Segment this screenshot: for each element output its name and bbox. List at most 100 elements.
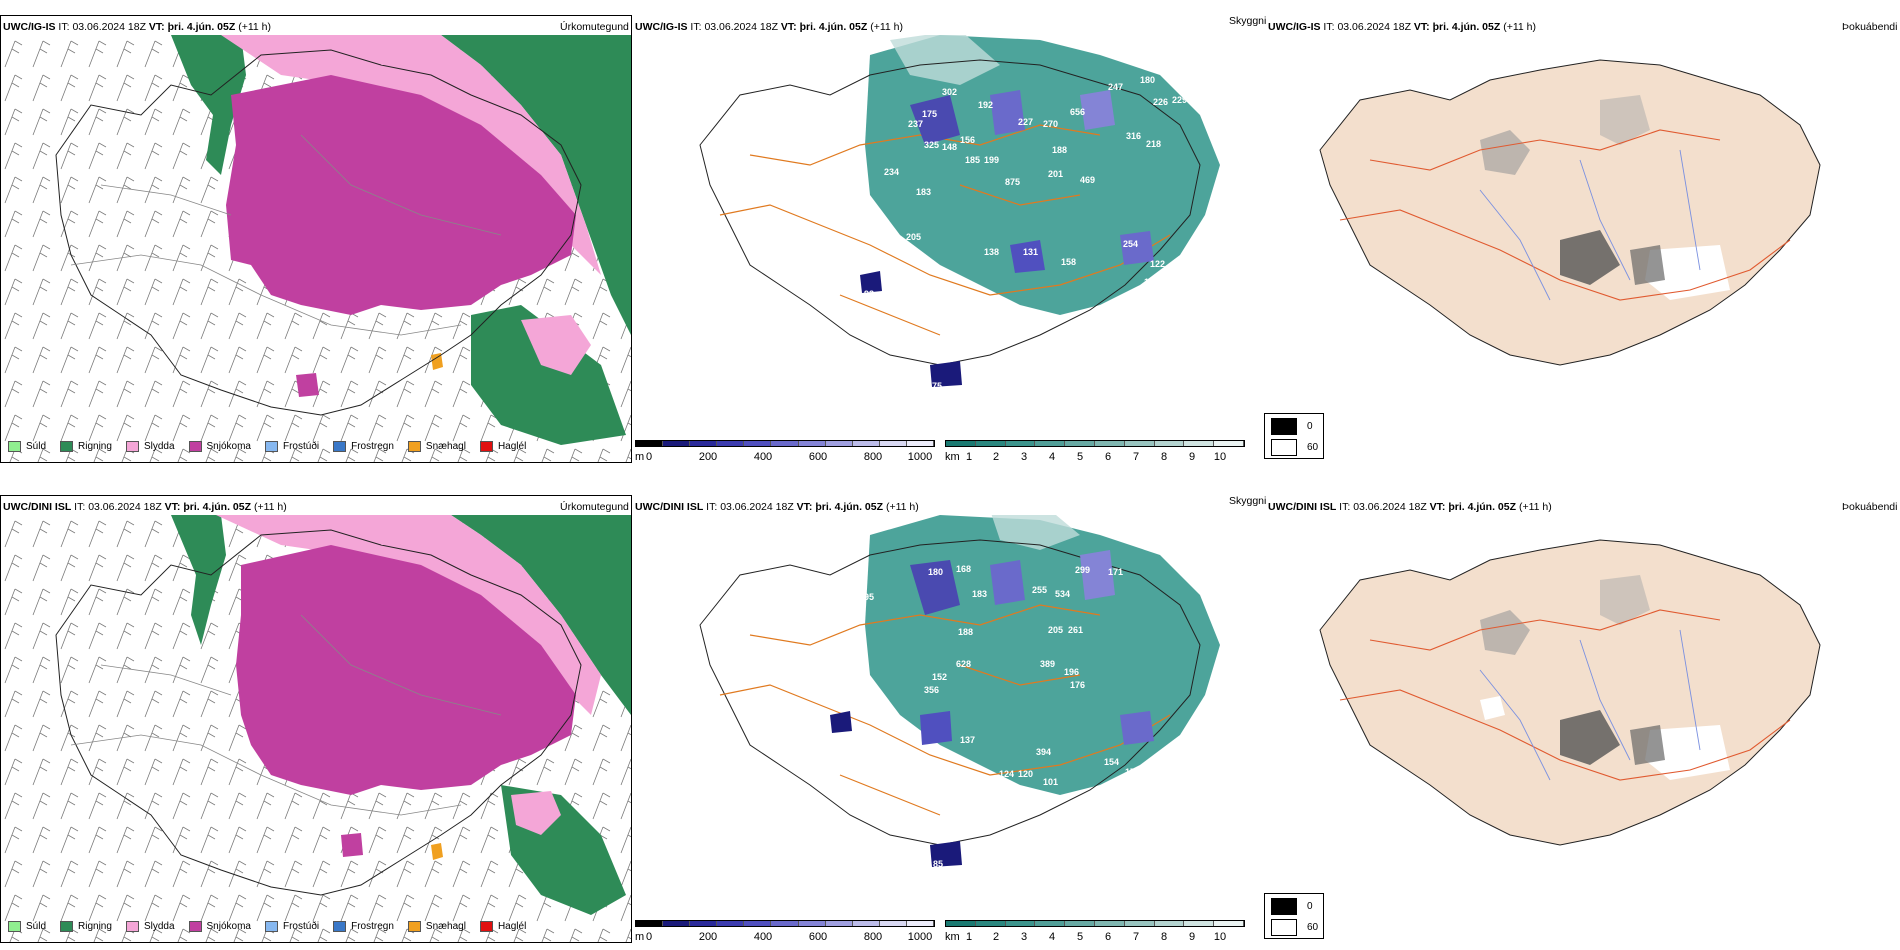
land-area	[1319, 539, 1821, 846]
vis-header: UWC/DINI ISL IT: 03.06.2024 18Z VT: þri.…	[635, 501, 919, 513]
valid-label: VT:	[780, 21, 797, 33]
vis-tick: 9	[1188, 931, 1196, 943]
legend-swatch-sleet	[125, 921, 139, 932]
roads	[719, 124, 1171, 336]
low-vis-haze	[991, 515, 1080, 550]
fog-legend-label: 0	[1307, 421, 1313, 432]
high-terrain-spots	[860, 90, 1154, 387]
height-label: 205	[1048, 625, 1063, 635]
precip-type-map	[1, 35, 631, 462]
roads	[1339, 609, 1791, 781]
legend-label: Frostúði	[282, 921, 320, 932]
init-time: 03.06.2024 18Z	[704, 21, 778, 33]
height-label: 656	[1070, 107, 1085, 117]
legend-swatch-snow	[188, 441, 202, 452]
vis-tick: 3	[1020, 451, 1028, 463]
height-label: 124	[999, 769, 1014, 779]
sleet-area	[216, 515, 601, 715]
legend-label: Súld	[26, 921, 47, 932]
coastline	[55, 529, 582, 896]
legend-item: Frostregn	[333, 921, 394, 932]
precip-legend: Súld Rigning Slydda Snjókoma Frostúði Fr…	[8, 921, 526, 932]
precip-header: UWC/IG-IS IT: 03.06.2024 18Z VT: þri. 4.…	[3, 21, 271, 33]
rain-area-nw	[171, 35, 246, 175]
height-tick: 400	[753, 931, 773, 943]
height-label: 137	[960, 735, 975, 745]
height-tick: 0	[645, 451, 653, 463]
rivers	[1479, 629, 1701, 781]
fog-title: Þokuábendi	[1842, 21, 1898, 33]
legend-label: Snjókoma	[206, 921, 251, 932]
legend-label: Haglél	[497, 441, 527, 452]
height-tick: 200	[698, 451, 718, 463]
rain-area-ne	[441, 35, 631, 335]
legend-label: Rigning	[78, 441, 112, 452]
height-label: 299	[1075, 565, 1090, 575]
height-tick: 800	[863, 931, 883, 943]
fog-header: UWC/IG-IS IT: 03.06.2024 18Z VT: þri. 4.…	[1268, 21, 1536, 33]
height-label: 312	[924, 761, 939, 771]
precip-title: Úrkomutegund	[560, 501, 629, 513]
height-label: 356	[924, 685, 939, 695]
vis-tick: 2	[992, 451, 1000, 463]
height-label: 218	[1146, 139, 1161, 149]
height-label: 192	[978, 100, 993, 110]
vis-tick: 8	[1160, 451, 1168, 463]
lead-time: (+11 h)	[1518, 501, 1552, 513]
fog-legend-label: 60	[1307, 922, 1319, 933]
legend-item: Rigning	[60, 921, 112, 932]
precip-panel-frame	[0, 15, 632, 463]
fog-title: Þokuábendi	[1842, 501, 1898, 513]
legend-swatch-freezing-rain	[333, 441, 347, 452]
height-label: 180	[1140, 75, 1155, 85]
height-label: 233	[1248, 215, 1260, 225]
height-label: 254	[1123, 239, 1138, 249]
height-label: 158	[1061, 257, 1076, 267]
height-tick: 0	[645, 931, 653, 943]
init-label: IT:	[706, 501, 718, 513]
height-label: 120	[1018, 769, 1033, 779]
vis-tick: 1	[965, 451, 973, 463]
legend-swatch-rain	[60, 921, 74, 932]
height-label: 316	[1126, 131, 1141, 141]
rain-area-ne	[451, 515, 631, 715]
vis-tick: 9	[1188, 451, 1196, 463]
height-label: 389	[1040, 659, 1055, 669]
height-tick: 400	[753, 451, 773, 463]
height-tick: 600	[808, 451, 828, 463]
height-label: 261	[1068, 625, 1083, 635]
height-label: 183	[972, 589, 987, 599]
precip-title: Úrkomutegund	[560, 21, 629, 33]
fog-swatch-0	[1271, 418, 1297, 435]
legend-item: Frostúði	[264, 921, 320, 932]
height-label: 560	[1240, 637, 1255, 647]
height-label: 196	[1064, 667, 1079, 677]
low-vis-area	[865, 35, 1220, 315]
vis-colorbar-bar	[945, 440, 1245, 447]
init-time: 03.06.2024 18Z	[1337, 21, 1411, 33]
legend-item: Haglél	[479, 921, 526, 932]
legend-swatch-rain	[60, 441, 74, 452]
height-label: 187	[1106, 783, 1121, 793]
sleet-area-se	[521, 315, 591, 375]
legend-swatch-hail	[479, 921, 493, 932]
vis-tick: 1	[965, 931, 973, 943]
precip-type-map	[1, 515, 631, 942]
legend-item: Snæhagl	[407, 441, 466, 452]
height-label: 325	[924, 140, 939, 150]
lead-time: (+11 h)	[885, 501, 919, 513]
forecast-row-2: UWC/DINI ISL IT: 03.06.2024 18Z VT: þri.…	[0, 475, 1900, 950]
lead-time: (+11 h)	[253, 501, 287, 513]
snowpellet-spot	[431, 843, 443, 860]
roads	[719, 604, 1171, 816]
height-label: 168	[956, 564, 971, 574]
sleet-area	[221, 35, 601, 275]
valid-label: VT:	[164, 501, 181, 513]
valid-time: þri. 4.jún. 05Z	[1432, 21, 1501, 33]
fog-dark-1	[1560, 230, 1620, 285]
vis-tick: 7	[1132, 451, 1140, 463]
init-time: 03.06.2024 18Z	[88, 501, 162, 513]
fog-header: UWC/DINI ISL IT: 03.06.2024 18Z VT: þri.…	[1268, 501, 1552, 513]
